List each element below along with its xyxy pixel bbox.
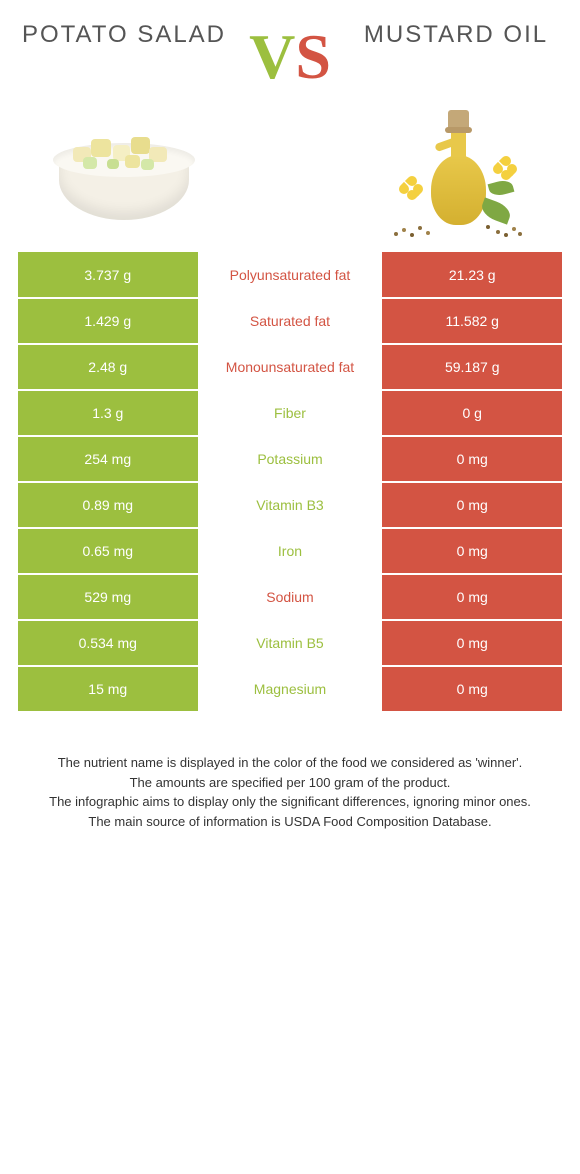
- nutrition-table-body: 3.737 gPolyunsaturated fat21.23 g1.429 g…: [18, 252, 562, 712]
- left-value-cell: 1.429 g: [18, 298, 198, 344]
- right-value-cell: 0 mg: [382, 666, 562, 712]
- footnotes: The nutrient name is displayed in the co…: [18, 753, 562, 831]
- right-value-cell: 0 mg: [382, 620, 562, 666]
- footnote-line: The amounts are specified per 100 gram o…: [28, 773, 552, 793]
- potato-salad-icon: [44, 100, 204, 240]
- nutrient-label-cell: Magnesium: [198, 666, 383, 712]
- table-row: 254 mgPotassium0 mg: [18, 436, 562, 482]
- left-value-cell: 2.48 g: [18, 344, 198, 390]
- table-row: 1.429 gSaturated fat11.582 g: [18, 298, 562, 344]
- comparison-infographic: Potato salad: [0, 0, 580, 861]
- left-value-cell: 254 mg: [18, 436, 198, 482]
- nutrient-label-cell: Monounsaturated fat: [198, 344, 383, 390]
- right-food-title: Mustard oil: [364, 20, 548, 82]
- left-value-cell: 0.65 mg: [18, 528, 198, 574]
- right-food-column: Mustard oil: [350, 20, 562, 240]
- left-value-cell: 0.89 mg: [18, 482, 198, 528]
- left-value-cell: 1.3 g: [18, 390, 198, 436]
- nutrient-label-cell: Saturated fat: [198, 298, 383, 344]
- nutrient-label-cell: Iron: [198, 528, 383, 574]
- left-food-column: Potato salad: [18, 20, 230, 240]
- right-value-cell: 0 mg: [382, 528, 562, 574]
- left-value-cell: 529 mg: [18, 574, 198, 620]
- left-value-cell: 0.534 mg: [18, 620, 198, 666]
- right-value-cell: 0 mg: [382, 574, 562, 620]
- table-row: 529 mgSodium0 mg: [18, 574, 562, 620]
- nutrient-label-cell: Vitamin B5: [198, 620, 383, 666]
- right-value-cell: 59.187 g: [382, 344, 562, 390]
- nutrient-label-cell: Fiber: [198, 390, 383, 436]
- nutrient-label-cell: Potassium: [198, 436, 383, 482]
- footnote-line: The infographic aims to display only the…: [28, 792, 552, 812]
- right-value-cell: 0 mg: [382, 482, 562, 528]
- vs-column: VS: [230, 20, 350, 134]
- vs-s-letter: S: [295, 21, 331, 92]
- left-value-cell: 15 mg: [18, 666, 198, 712]
- nutrient-label-cell: Polyunsaturated fat: [198, 252, 383, 298]
- right-value-cell: 0 mg: [382, 436, 562, 482]
- mustard-oil-icon: [376, 100, 536, 240]
- table-row: 3.737 gPolyunsaturated fat21.23 g: [18, 252, 562, 298]
- vs-v-letter: V: [249, 21, 295, 92]
- right-value-cell: 21.23 g: [382, 252, 562, 298]
- table-row: 0.65 mgIron0 mg: [18, 528, 562, 574]
- nutrition-table: 3.737 gPolyunsaturated fat21.23 g1.429 g…: [18, 252, 562, 713]
- header-row: Potato salad: [18, 20, 562, 240]
- left-value-cell: 3.737 g: [18, 252, 198, 298]
- nutrient-label-cell: Vitamin B3: [198, 482, 383, 528]
- footnote-line: The main source of information is USDA F…: [28, 812, 552, 832]
- right-value-cell: 11.582 g: [382, 298, 562, 344]
- left-food-title: Potato salad: [22, 20, 226, 82]
- footnote-line: The nutrient name is displayed in the co…: [28, 753, 552, 773]
- table-row: 2.48 gMonounsaturated fat59.187 g: [18, 344, 562, 390]
- table-row: 15 mgMagnesium0 mg: [18, 666, 562, 712]
- nutrient-label-cell: Sodium: [198, 574, 383, 620]
- table-row: 0.534 mgVitamin B50 mg: [18, 620, 562, 666]
- table-row: 0.89 mgVitamin B30 mg: [18, 482, 562, 528]
- right-value-cell: 0 g: [382, 390, 562, 436]
- vs-label: VS: [249, 20, 331, 94]
- table-row: 1.3 gFiber0 g: [18, 390, 562, 436]
